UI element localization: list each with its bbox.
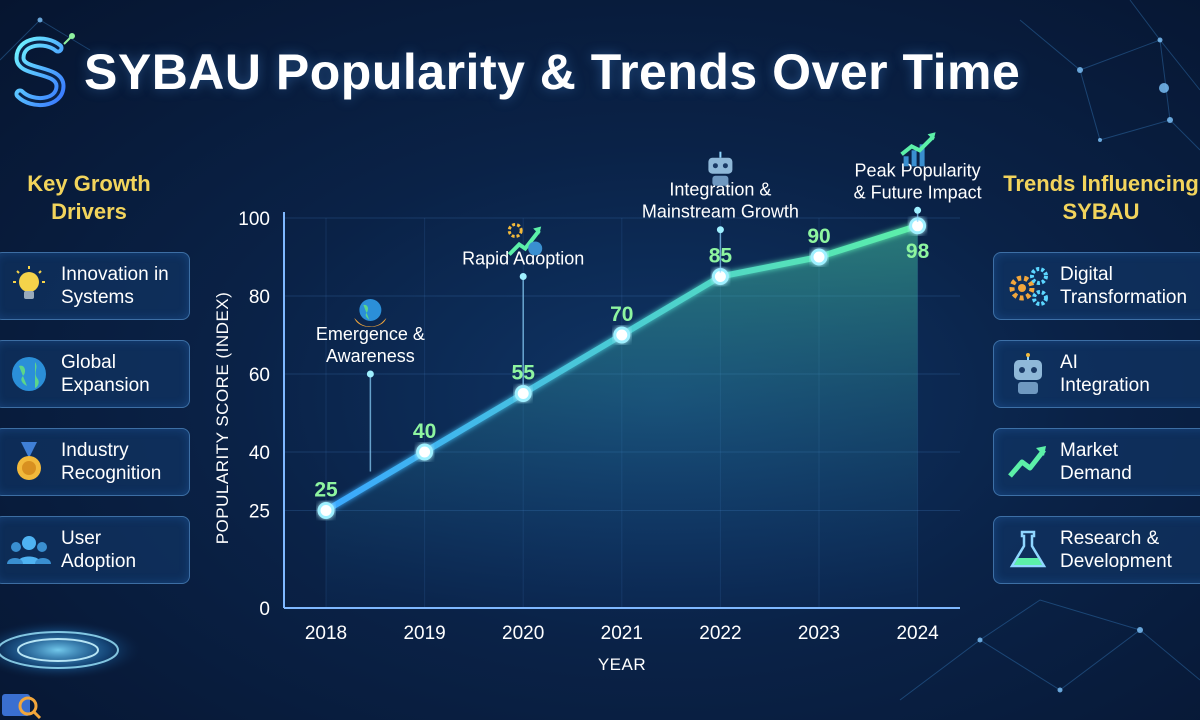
annotation: Rapid Adoption (462, 223, 584, 386)
annotation-text: Rapid Adoption (462, 249, 584, 269)
trend-card-ai-integration: AI Integration (993, 340, 1200, 408)
y-tick-labels: 0 25 40 60 80 100 (238, 209, 270, 620)
chart-axes (283, 212, 960, 609)
y-tick-label: 80 (249, 287, 270, 308)
annotation-dot (716, 226, 724, 234)
annotation-dot (366, 370, 374, 378)
data-point (613, 326, 631, 344)
users-icon (7, 536, 51, 564)
trend-arrow-icon (1008, 446, 1046, 478)
trend-card-digital-transformation: Digital Transformation (993, 252, 1200, 320)
sybau-s-logo-icon (14, 33, 75, 107)
corner-magnifier-logo-icon (2, 694, 42, 720)
data-label: 40 (413, 420, 436, 443)
trend-label: Market Demand (1060, 440, 1132, 484)
globe-icon (12, 357, 46, 391)
x-tick-label: 2021 (601, 623, 643, 644)
x-tick-label: 2020 (502, 623, 544, 644)
gears-icon (1009, 267, 1048, 306)
x-tick-label: 2019 (403, 623, 445, 644)
y-tick-label: 100 (238, 209, 270, 230)
flask-icon (1009, 530, 1047, 568)
annotation-text: Emergence & Awareness (316, 324, 425, 366)
y-tick-label: 60 (249, 365, 270, 386)
annotation: Integration & Mainstream Growth (642, 151, 799, 273)
medal-icon (17, 442, 41, 480)
data-point (416, 443, 434, 461)
growth-gear-icon (507, 223, 543, 256)
trend-card-market-demand: Market Demand (993, 428, 1200, 496)
data-point (810, 248, 828, 266)
x-tick-label: 2023 (798, 623, 840, 644)
lightbulb-icon (13, 266, 45, 299)
driver-label: User Adoption (61, 528, 137, 572)
trend-label: Research & Development (1060, 528, 1172, 572)
annotation-text: Peak Popularity & Future Impact (854, 160, 982, 202)
y-tick-label: 40 (249, 443, 270, 464)
driver-card-innovation: Innovation in Systems (0, 252, 190, 320)
annotation-text: Integration & Mainstream Growth (642, 180, 799, 222)
data-label: 90 (807, 225, 830, 248)
x-axis-label: YEAR (598, 655, 646, 674)
annotation-dot (519, 273, 527, 280)
y-tick-label: 25 (249, 502, 270, 523)
chart-annotations: Emergence & Awareness Rapid Adoption Integr… (316, 132, 982, 472)
chart-area-fill (326, 225, 918, 609)
driver-label: Global Expansion (61, 352, 150, 396)
trend-label: Digital Transformation (1060, 264, 1188, 308)
annotation: Peak Popularity & Future Impact (854, 132, 982, 222)
robot-icon (708, 151, 733, 186)
key-growth-drivers-heading: Key Growth Drivers (27, 171, 151, 224)
x-tick-label: 2022 (699, 623, 741, 644)
annotation-dot (914, 206, 922, 214)
x-tick-label: 2024 (896, 623, 939, 644)
trend-label: AI Integration (1060, 352, 1150, 396)
driver-card-industry-recognition: Industry Recognition (0, 428, 190, 496)
annotation: Emergence & Awareness (316, 299, 425, 472)
data-label: 70 (610, 303, 633, 326)
trend-card-research-development: Research & Development (993, 516, 1200, 584)
trends-influencing-heading: Trends Influencing SYBAU (1003, 171, 1199, 224)
title-bar: SYBAU Popularity & Trends Over Time (6, 30, 1020, 114)
data-point (514, 385, 532, 402)
x-tick-label: 2018 (305, 623, 347, 644)
y-tick-label: 0 (259, 599, 270, 620)
series-points (317, 217, 927, 519)
y-axis-label: POPULARITY SCORE (INDEX) (213, 292, 232, 545)
driver-label: Industry Recognition (61, 440, 162, 484)
driver-label: Innovation in Systems (61, 264, 169, 308)
page-title: SYBAU Popularity & Trends Over Time (84, 44, 1021, 100)
rising-chart-icon (900, 132, 936, 167)
x-tick-labels: 2018 2019 2020 2021 2022 2023 2024 (305, 623, 939, 644)
driver-card-global-expansion: Global Expansion (0, 340, 190, 408)
robot-icon (1014, 353, 1042, 394)
driver-card-user-adoption: User Adoption (0, 516, 190, 584)
data-label: 25 (314, 479, 338, 502)
globe-hands-icon (354, 299, 387, 327)
data-label: 98 (906, 240, 930, 263)
data-point (317, 502, 335, 519)
